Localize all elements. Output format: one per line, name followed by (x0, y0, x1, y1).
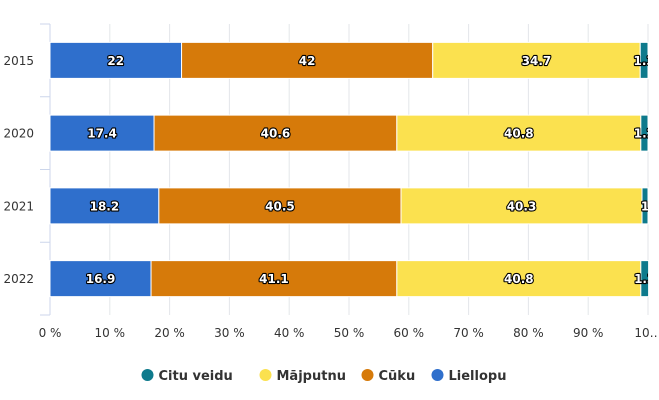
bar-segment (639, 41, 649, 79)
data-label: 41.1 (259, 272, 289, 286)
data-label: 16.9 (86, 272, 116, 286)
x-tick-label: 50 % (334, 326, 365, 340)
bar-segment (640, 260, 650, 298)
x-tick-label: 30 % (214, 326, 245, 340)
data-label: 40.3 (507, 199, 537, 213)
bar-segment (432, 41, 641, 79)
bar-segment (181, 41, 434, 79)
x-tick-label: 40 % (274, 326, 305, 340)
x-tick-label: 90 % (573, 326, 604, 340)
data-label: 40.5 (265, 199, 295, 213)
data-label: 34.7 (522, 54, 552, 68)
data-label: 1.3 (633, 54, 654, 68)
legend-item-label[interactable]: Liellopu (449, 369, 507, 384)
category-labels: 2015 2020 2021 2022 (3, 54, 34, 286)
bar-segment (49, 41, 183, 79)
bar-segment (158, 187, 402, 225)
bar-segment (640, 114, 649, 152)
bars (49, 41, 650, 298)
data-label: 40.6 (261, 127, 291, 141)
data-labels: 22 42 34.7 1.3 17.4 40.6 40.8 1.2 18.2 40.5 40.3 1 1… (85, 53, 655, 287)
data-label: 22 (107, 54, 124, 68)
data-label: 40.8 (504, 272, 534, 286)
bar-segment (641, 187, 649, 225)
data-label: 1.3 (634, 272, 655, 286)
x-tick-label: 60 % (394, 326, 425, 340)
legend-marker (141, 369, 154, 381)
bar-segment (49, 114, 155, 152)
x-tick-label: 20 % (154, 326, 185, 340)
x-tick-label: 10… (634, 326, 659, 340)
x-tick-label: 80 % (513, 326, 544, 340)
legend: Citu veidu Mājputnu Cūku Liellopu (141, 369, 507, 384)
legend-item-label[interactable]: Mājputnu (277, 369, 346, 384)
legend-item-label[interactable]: Citu veidu (159, 369, 233, 384)
x-axis-ticks: 0 % 10 % 20 % 30 % 40 % 50 % 60 % 70 % 80 % 90 % 1… (39, 326, 659, 340)
data-label: 1 (641, 199, 649, 213)
legend-marker (361, 369, 374, 381)
bar-segment (153, 114, 398, 152)
legend-item-label[interactable]: Cūku (379, 369, 416, 384)
data-label: 40.8 (504, 127, 534, 141)
x-tick-label: 10 % (95, 326, 126, 340)
category-axis (40, 23, 51, 316)
category-label: 2022 (3, 272, 34, 286)
data-label: 42 (299, 54, 316, 68)
data-label: 17.4 (87, 127, 117, 141)
bar-segment (49, 187, 160, 225)
bar-segment (49, 260, 152, 298)
x-tick-label: 70 % (453, 326, 484, 340)
category-label: 2015 (3, 54, 34, 68)
bar-segment (150, 260, 398, 298)
data-label: 18.2 (90, 199, 120, 213)
category-label: 2021 (3, 199, 34, 213)
legend-marker (259, 369, 272, 381)
bar-segment (396, 114, 642, 152)
legend-marker (431, 369, 444, 381)
bar-segment (400, 187, 643, 225)
data-label: 1.2 (634, 127, 655, 141)
bar-segment (396, 260, 642, 298)
category-label: 2020 (3, 127, 34, 141)
x-tick-label: 0 % (39, 326, 62, 340)
